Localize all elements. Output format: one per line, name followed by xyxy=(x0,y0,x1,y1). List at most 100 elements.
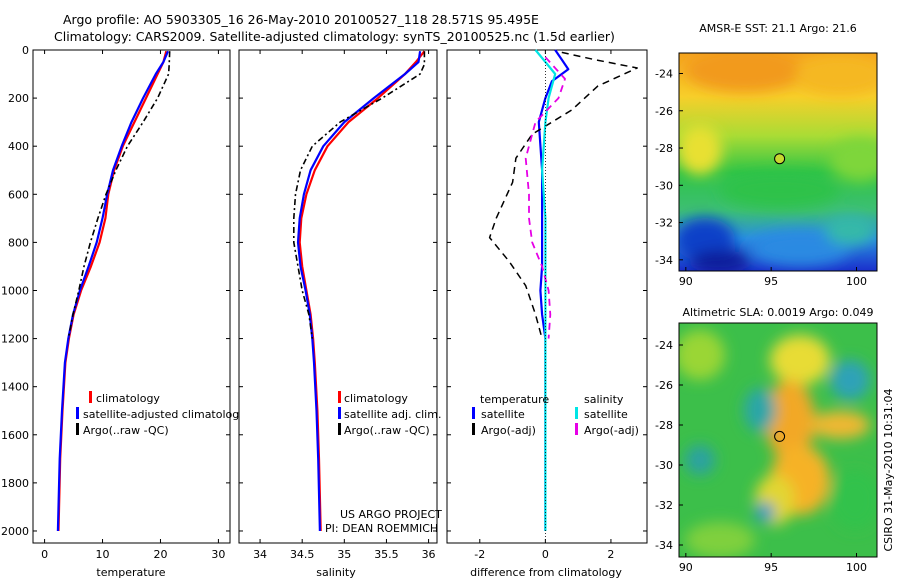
salinity-legend: climatology satellite adj. clim. Argo(..… xyxy=(338,391,441,437)
y-tick-label: 400 xyxy=(8,140,29,153)
legend-title-temperature: temperature xyxy=(480,393,549,406)
legend-label-temp-satellite: satellite xyxy=(481,408,525,421)
map-y-tick-label: -34 xyxy=(655,254,673,267)
legend-label-argo: Argo(..raw -QC) xyxy=(83,424,169,437)
side-credit-text: CSIRO 31-May-2010 10:31:04 xyxy=(882,388,895,551)
y-tick-label: 1600 xyxy=(1,429,29,442)
y-tick-label: 200 xyxy=(8,92,29,105)
x-tick-label: 0 xyxy=(41,548,48,561)
x-tick-label: -2 xyxy=(474,548,485,561)
legend-label-sal-satellite: satellite xyxy=(584,408,628,421)
project-text-line-2: PI: DEAN ROEMMICH xyxy=(325,522,438,535)
map-y-tick-label: -32 xyxy=(655,499,673,512)
map-x-tick-label: 90 xyxy=(679,561,693,574)
map-x-tick-label: 95 xyxy=(764,275,778,288)
difference-axes-frame xyxy=(446,49,648,544)
series-line-argo-raw-qc xyxy=(292,51,426,339)
x-tick-label: 30 xyxy=(211,548,225,561)
sla-map-title: Altimetric SLA: 0.0019 Argo: 0.049 xyxy=(682,306,873,319)
difference-lines xyxy=(488,49,638,543)
sst-map-panel: AMSR-E SST: 21.1 Argo: 21.6 90 95 100 -24 -2… xyxy=(655,22,878,288)
map-y-tick-label: -24 xyxy=(655,67,673,80)
temperature-x-axis: 0 10 20 30 xyxy=(41,50,225,561)
difference-x-axis: -2 0 2 xyxy=(447,49,647,561)
series-line-temperature-argo-adj xyxy=(488,51,638,339)
y-tick-label: 2000 xyxy=(1,525,29,538)
map-x-tick-label: 90 xyxy=(679,275,693,288)
salinity-panel: 34 34.5 35 35.5 36 salinity climatology sate… xyxy=(238,49,442,579)
header-line-2: Climatology: CARS2009. Satellite-adjuste… xyxy=(54,29,615,44)
map-y-tick-label: -28 xyxy=(655,419,673,432)
map-x-tick-label: 100 xyxy=(846,561,867,574)
sla-heatmap xyxy=(679,323,877,557)
x-tick-label: 35.5 xyxy=(374,548,399,561)
legend-label-climatology: climatology xyxy=(96,392,160,405)
x-tick-label: 34.5 xyxy=(290,548,315,561)
x-tick-label: 35 xyxy=(337,548,351,561)
legend-title-salinity: salinity xyxy=(584,393,624,406)
sla-map-panel: Altimetric SLA: 0.0019 Argo: 0.049 90 95 1… xyxy=(655,306,878,574)
legend-label-argo: Argo(..raw -QC) xyxy=(344,424,430,437)
map-x-tick-label: 95 xyxy=(764,561,778,574)
legend-swatch-satellite xyxy=(338,407,341,419)
series-line-satellite-adj-clim xyxy=(296,51,422,532)
x-tick-label: 2 xyxy=(607,548,614,561)
map-y-tick-label: -32 xyxy=(655,217,673,230)
map-y-tick-label: -30 xyxy=(655,459,673,472)
legend-label-temp-argo: Argo(-adj) xyxy=(481,424,536,437)
sst-map-frame xyxy=(678,52,878,272)
sst-map-axes: 90 95 100 -24 -26 -28 -30 -32 -34 xyxy=(655,67,867,288)
difference-panel: -2 0 2 difference from climatology tempera… xyxy=(446,49,648,579)
y-tick-label: 1000 xyxy=(1,284,29,297)
y-tick-label: 1400 xyxy=(1,381,29,394)
series-line-salinity-argo-adj xyxy=(524,56,566,339)
sla-map-axes: 90 95 100 -24 -26 -28 -30 -32 -34 xyxy=(655,339,867,574)
map-y-tick-label: -34 xyxy=(655,539,673,552)
legend-swatch-sal-argo xyxy=(575,423,578,435)
map-y-tick-label: -30 xyxy=(655,179,673,192)
legend-label-satellite: satellite adj. clim. xyxy=(344,408,441,421)
legend-swatch-sal-satellite xyxy=(575,407,578,419)
header-line-1: Argo profile: AO 5903305_16 26-May-2010 … xyxy=(63,12,539,27)
legend-label-sal-argo: Argo(-adj) xyxy=(584,424,639,437)
legend-swatch-argo xyxy=(76,423,79,435)
y-tick-label: 800 xyxy=(8,236,29,249)
legend-swatch-temp-satellite xyxy=(472,407,475,419)
temperature-lines xyxy=(56,50,171,532)
legend-swatch-climatology xyxy=(338,391,341,403)
temperature-axes-frame xyxy=(32,49,231,544)
series-line-satellite-adjusted-climatology xyxy=(56,50,170,532)
temperature-legend: climatology satellite-adjusted climatolo… xyxy=(76,391,246,437)
temperature-axis-label: temperature xyxy=(96,566,165,579)
legend-label-satellite: satellite-adjusted climatology xyxy=(83,408,246,421)
difference-legend: temperature satellite Argo(-adj) salinit… xyxy=(472,393,639,437)
map-y-tick-label: -24 xyxy=(655,339,673,352)
x-tick-label: 36 xyxy=(422,548,436,561)
legend-swatch-climatology xyxy=(89,391,92,403)
legend-label-climatology: climatology xyxy=(344,392,408,405)
series-line-argo-raw-qc xyxy=(67,51,171,339)
y-tick-label: 600 xyxy=(8,188,29,201)
x-tick-label: 34 xyxy=(253,548,267,561)
legend-swatch-satellite xyxy=(76,407,79,419)
salinity-lines xyxy=(292,50,426,532)
y-tick-label: 0 xyxy=(22,44,29,57)
x-tick-label: 10 xyxy=(96,548,110,561)
map-y-tick-label: -28 xyxy=(655,142,673,155)
y-tick-label: 1200 xyxy=(1,333,29,346)
legend-swatch-temp-argo xyxy=(472,423,475,435)
legend-swatch-argo xyxy=(338,423,341,435)
difference-axis-label: difference from climatology xyxy=(470,566,622,579)
sla-argo-location-marker xyxy=(774,430,786,442)
x-tick-label: 20 xyxy=(153,548,167,561)
map-y-tick-label: -26 xyxy=(655,105,673,118)
x-tick-label: 0 xyxy=(542,548,549,561)
sst-map-title: AMSR-E SST: 21.1 Argo: 21.6 xyxy=(699,22,857,35)
depth-axis: 0 200 400 600 800 1000 1200 1400 1600 1800 2000 xyxy=(1,44,230,538)
sst-argo-location-marker xyxy=(774,153,786,165)
salinity-axes-frame xyxy=(238,49,438,544)
map-y-tick-label: -26 xyxy=(655,379,673,392)
y-tick-label: 1800 xyxy=(1,477,29,490)
temperature-panel: 0 200 400 600 800 1000 1200 1400 1600 1800 2000 0 1… xyxy=(1,44,246,579)
